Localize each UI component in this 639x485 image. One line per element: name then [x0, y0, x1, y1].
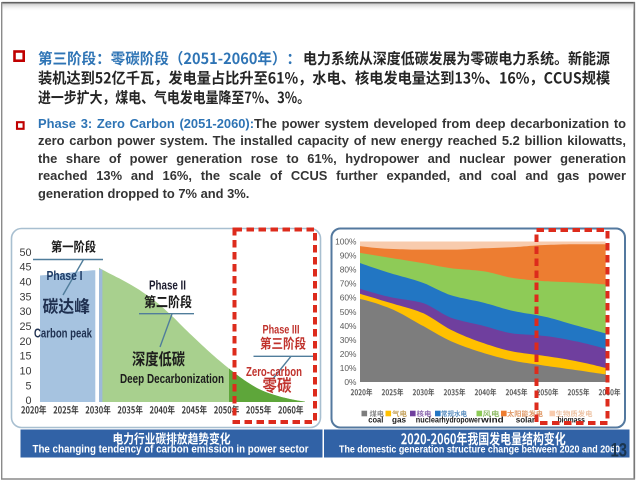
svg-text:30: 30 [19, 306, 31, 318]
svg-text:80%: 80% [340, 265, 357, 275]
svg-text:60%: 60% [340, 293, 357, 303]
svg-text:The domestic generation struct: The domestic generation structure change… [339, 444, 620, 455]
svg-text:nuclear: nuclear [416, 414, 443, 424]
svg-text:Phase III: Phase III [263, 323, 300, 337]
svg-text:Phase II: Phase II [149, 279, 186, 293]
svg-text:40: 40 [19, 277, 31, 289]
svg-text:Carbon peak: Carbon peak [34, 326, 93, 341]
svg-text:45: 45 [19, 262, 31, 274]
svg-text:gas: gas [392, 414, 406, 424]
svg-text:20%: 20% [340, 349, 357, 359]
svg-text:biomass: biomass [557, 414, 585, 424]
svg-text:70%: 70% [340, 279, 357, 289]
svg-text:0%: 0% [344, 377, 357, 387]
svg-text:5: 5 [25, 380, 31, 392]
svg-text:Deep Decarbonization: Deep Decarbonization [120, 371, 224, 386]
svg-text:Zero-carbon: Zero-carbon [246, 365, 302, 379]
svg-text:50: 50 [19, 247, 31, 259]
svg-text:10: 10 [19, 366, 31, 378]
svg-text:hydropower: hydropower [442, 414, 482, 424]
svg-text:13: 13 [611, 440, 628, 461]
svg-text:wind: wind [480, 414, 504, 424]
svg-text:100%: 100% [335, 237, 357, 247]
svg-text:40%: 40% [340, 321, 357, 331]
svg-text:0: 0 [25, 395, 31, 407]
svg-text:35: 35 [19, 291, 31, 303]
svg-text:coal: coal [368, 414, 383, 424]
svg-text:Phase I: Phase I [47, 269, 83, 283]
svg-text:30%: 30% [340, 335, 357, 345]
svg-text:solar: solar [516, 414, 536, 424]
svg-text:90%: 90% [340, 251, 357, 261]
svg-text:The changing tendency of carbo: The changing tendency of carbon emission… [33, 443, 309, 455]
svg-text:20: 20 [19, 336, 31, 348]
svg-text:10%: 10% [340, 363, 357, 373]
svg-text:50%: 50% [340, 307, 357, 317]
svg-text:25: 25 [19, 321, 31, 333]
svg-text:15: 15 [19, 351, 31, 363]
